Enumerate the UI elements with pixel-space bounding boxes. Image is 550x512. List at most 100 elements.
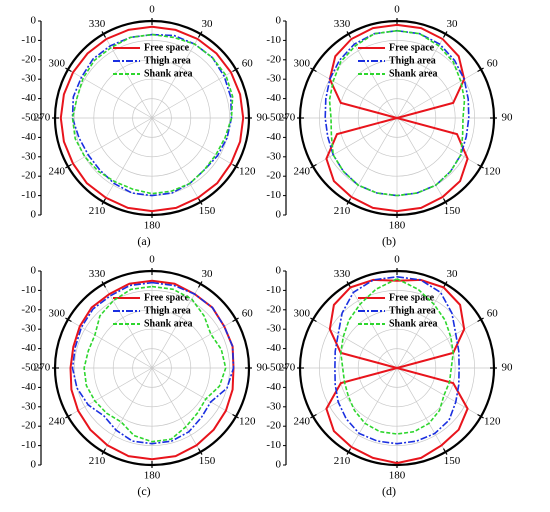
radial-tick-label: -30 bbox=[21, 150, 36, 162]
angle-tick-label: 300 bbox=[293, 58, 310, 70]
legend-label: Free space bbox=[144, 42, 190, 53]
radial-tick-label: -40 bbox=[21, 92, 36, 104]
radial-tick-label: -20 bbox=[266, 170, 281, 182]
legend-label: Thigh area bbox=[389, 55, 436, 66]
angle-tick-label: 150 bbox=[444, 455, 461, 467]
angle-tick-label: 120 bbox=[484, 416, 501, 428]
grid-spoke bbox=[151, 69, 237, 119]
radial-tick-label: -10 bbox=[21, 34, 36, 46]
angle-tick-label: 90 bbox=[502, 112, 514, 124]
grid-spoke bbox=[151, 33, 201, 119]
grid-spoke bbox=[312, 69, 398, 119]
grid-spoke bbox=[348, 117, 398, 203]
angle-tick-label: 330 bbox=[334, 268, 351, 280]
radial-tick-label: -20 bbox=[266, 420, 281, 432]
radial-tick-label: -10 bbox=[266, 284, 281, 296]
radial-tick-label: -20 bbox=[21, 420, 36, 432]
radial-tick-label: 0 bbox=[31, 15, 37, 27]
grid-spoke bbox=[312, 319, 398, 369]
outer-ring bbox=[53, 19, 251, 217]
grid-spoke bbox=[151, 283, 201, 369]
pattern-line bbox=[325, 278, 469, 465]
caption: (d) bbox=[382, 484, 396, 498]
polar-chart: 0 30 60 90 120 150 180 210 240 270 300 330 0 0 -10 -10 -… bbox=[266, 254, 513, 498]
grid-spoke bbox=[396, 117, 446, 203]
angle-tick-label: 300 bbox=[293, 308, 310, 320]
grid-spoke bbox=[103, 283, 153, 369]
angle-tick-label: 60 bbox=[487, 58, 499, 70]
radial-tick-label: -20 bbox=[21, 170, 36, 182]
radial-tick-label: -10 bbox=[266, 34, 281, 46]
legend-label: Shank area bbox=[144, 68, 192, 79]
grid-spoke bbox=[67, 117, 153, 167]
angle-tick-label: 90 bbox=[502, 362, 514, 374]
angle-tick-label: 0 bbox=[149, 254, 155, 266]
grid-spoke bbox=[348, 367, 398, 453]
radial-tick-label: -10 bbox=[266, 439, 281, 451]
angle-tick-label: 30 bbox=[202, 18, 214, 30]
caption: (a) bbox=[137, 234, 150, 248]
angle-tick-label: 90 bbox=[257, 362, 269, 374]
grid-spoke bbox=[103, 367, 153, 453]
grid-spoke bbox=[396, 69, 482, 119]
radial-tick-label: -40 bbox=[21, 131, 36, 143]
radial-tick-label: -20 bbox=[266, 53, 281, 65]
legend-label: Thigh area bbox=[144, 55, 191, 66]
angle-tick-label: 270 bbox=[279, 362, 296, 374]
radial-tick-label: 0 bbox=[276, 459, 282, 471]
angle-tick-label: 30 bbox=[447, 268, 459, 280]
outer-ring bbox=[53, 269, 251, 467]
pattern-line bbox=[71, 33, 233, 197]
outer-ring bbox=[298, 269, 496, 467]
radial-tick-label: -10 bbox=[266, 189, 281, 201]
radial-tick-label: -40 bbox=[21, 381, 36, 393]
grid-spoke bbox=[103, 117, 153, 203]
legend-label: Free space bbox=[389, 42, 435, 53]
radial-tick-label: -20 bbox=[21, 303, 36, 315]
angle-tick-label: 180 bbox=[389, 220, 406, 232]
radial-tick-label: -10 bbox=[21, 284, 36, 296]
radial-tick-label: -40 bbox=[266, 342, 281, 354]
angle-tick-label: 240 bbox=[293, 166, 310, 178]
radial-tick-label: 0 bbox=[31, 459, 37, 471]
radial-tick-label: 0 bbox=[31, 265, 37, 277]
angle-tick-label: 270 bbox=[34, 112, 51, 124]
angle-tick-label: 270 bbox=[34, 362, 51, 374]
angle-tick-label: 330 bbox=[89, 18, 106, 30]
radial-tick-label: -30 bbox=[266, 323, 281, 335]
grid-spoke bbox=[396, 319, 482, 369]
radial-tick-label: -30 bbox=[266, 400, 281, 412]
angle-tick-label: 60 bbox=[242, 58, 254, 70]
angle-tick-label: 60 bbox=[487, 308, 499, 320]
radial-tick-label: -10 bbox=[21, 439, 36, 451]
polar-chart: 0 30 60 90 120 150 180 210 240 270 300 330 0 0 -10 -10 -… bbox=[266, 4, 513, 248]
radial-tick-label: -10 bbox=[21, 189, 36, 201]
grid-spoke bbox=[396, 283, 446, 369]
angle-tick-label: 330 bbox=[89, 268, 106, 280]
pattern-line bbox=[71, 281, 235, 445]
polar-chart: 0 30 60 90 120 150 180 210 240 270 300 330 0 0 -10 -10 -… bbox=[21, 4, 268, 248]
radial-tick-label: -50 bbox=[266, 112, 281, 124]
pattern-line bbox=[328, 29, 466, 197]
angle-tick-label: 60 bbox=[242, 308, 254, 320]
angle-tick-label: 0 bbox=[394, 4, 400, 16]
angle-tick-label: 180 bbox=[389, 470, 406, 482]
radial-tick-label: -20 bbox=[21, 53, 36, 65]
grid-spoke bbox=[67, 367, 153, 417]
radial-tick-label: -50 bbox=[21, 362, 36, 374]
radial-tick-label: -40 bbox=[266, 92, 281, 104]
angle-tick-label: 210 bbox=[89, 455, 106, 467]
grid-spoke bbox=[151, 367, 237, 417]
legend-label: Shank area bbox=[389, 318, 437, 329]
caption: (b) bbox=[382, 234, 396, 248]
angle-tick-label: 240 bbox=[48, 416, 65, 428]
angle-tick-label: 120 bbox=[484, 166, 501, 178]
angle-tick-label: 300 bbox=[48, 308, 65, 320]
legend-label: Free space bbox=[389, 292, 435, 303]
radial-tick-label: -40 bbox=[266, 381, 281, 393]
grid-spoke bbox=[151, 319, 237, 369]
angle-tick-label: 240 bbox=[293, 416, 310, 428]
pattern-line bbox=[334, 275, 460, 445]
angle-tick-label: 90 bbox=[257, 112, 269, 124]
